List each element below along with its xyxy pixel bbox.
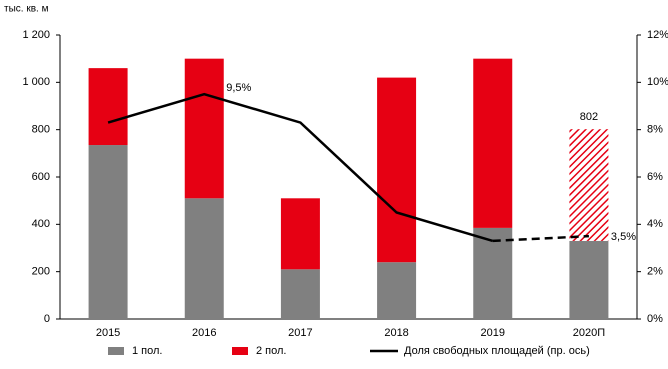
total-label: 802 xyxy=(580,111,598,123)
legend-label: Доля свободных площадей (пр. ось) xyxy=(404,345,590,357)
x-tick-label: 2020П xyxy=(573,327,605,339)
x-tick-label: 2017 xyxy=(288,327,312,339)
x-tick-label: 2018 xyxy=(384,327,408,339)
y-tick-label: 600 xyxy=(32,171,50,183)
bar-segment xyxy=(377,77,417,263)
legend-swatch xyxy=(232,347,248,355)
legend-label: 2 пол. xyxy=(256,345,286,357)
y-tick-label: 0 xyxy=(44,313,50,325)
bar-segment xyxy=(280,269,320,319)
y2-tick-label: 8% xyxy=(647,124,663,136)
y2-tick-label: 4% xyxy=(647,218,663,230)
y-tick-label: 1 200 xyxy=(22,29,50,41)
x-tick-label: 2015 xyxy=(96,327,120,339)
line xyxy=(107,92,494,243)
y2-tick-label: 2% xyxy=(647,266,663,278)
legend-label: 1 пол. xyxy=(132,345,162,357)
bar-segment xyxy=(377,262,417,319)
line-forecast xyxy=(492,234,589,243)
bar-segment xyxy=(473,227,513,319)
x-tick-label: 2019 xyxy=(481,327,505,339)
y-tick-label: 800 xyxy=(32,124,50,136)
y2-tick-label: 10% xyxy=(647,76,668,88)
x-tick-label: 2016 xyxy=(192,327,216,339)
y2-tick-label: 12% xyxy=(647,29,668,41)
y-axis-label: тыс. кв. м xyxy=(4,4,49,15)
y-tick-label: 1 000 xyxy=(22,76,50,88)
y2-tick-label: 0% xyxy=(647,313,663,325)
y-tick-label: 200 xyxy=(32,266,50,278)
bar-segment xyxy=(473,58,513,228)
y-tick-label: 400 xyxy=(32,218,50,230)
data-label: 3,5% xyxy=(611,231,636,243)
y2-tick-label: 6% xyxy=(647,171,663,183)
data-label: 9,5% xyxy=(226,82,251,94)
bar-segment xyxy=(184,198,224,319)
bar-segment xyxy=(88,145,128,319)
bar-segment xyxy=(569,240,609,319)
bar-segment xyxy=(280,198,320,270)
bar-segment xyxy=(88,68,128,146)
bar-segment xyxy=(569,129,609,241)
legend-swatch xyxy=(108,347,124,355)
bar-segment xyxy=(184,58,224,199)
